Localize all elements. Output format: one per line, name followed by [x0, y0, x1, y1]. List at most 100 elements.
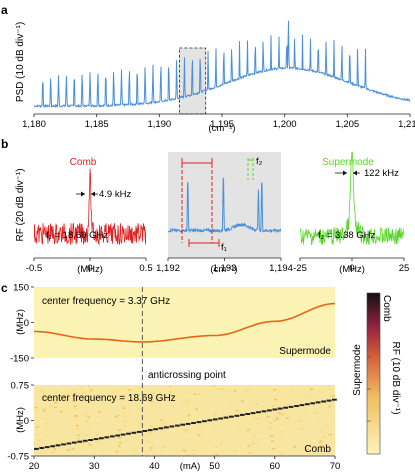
heatmap-cell: [163, 422, 167, 425]
comb-trace-segment: [93, 438, 99, 441]
heatmap-cell: [255, 403, 259, 405]
heatmap-cell: [75, 418, 79, 420]
heatmap-cell: [204, 401, 208, 403]
comb-trace-segment: [326, 399, 332, 402]
comb-trace-segment: [142, 430, 148, 432]
heatmap-cell: [97, 411, 101, 413]
comb-trace-segment: [283, 406, 288, 409]
comb-trace-segment: [223, 416, 229, 419]
heatmap-cell: [214, 446, 218, 448]
heatmap-cell: [286, 417, 289, 420]
panel-c: center frequency = 3.37 GHz Supermode 15…: [7, 283, 401, 473]
heatmap-cell: [261, 386, 265, 389]
heatmap-cell: [164, 452, 168, 454]
heatmap-cell: [247, 445, 251, 447]
heatmap-cell: [169, 391, 172, 393]
panel-b1-x-ticks: -0.5 0 0.5: [26, 258, 153, 274]
panel-b3-series-name: Supermode: [322, 157, 374, 168]
heatmap-cell: [212, 385, 216, 387]
comb-trace-segment: [212, 418, 218, 421]
comb-trace-segment: [153, 428, 158, 431]
heatmap-cell: [87, 416, 91, 419]
heatmap-cell: [44, 423, 47, 425]
comb-trace-segment: [185, 422, 191, 425]
heatmap-cell: [66, 449, 70, 451]
panel-c-bottom-trace: [34, 398, 337, 450]
heatmap-cell: [280, 433, 284, 435]
heatmap-cell: [185, 395, 189, 397]
heatmap-cell: [291, 391, 294, 393]
heatmap-cell: [215, 427, 219, 430]
heatmap-cell: [81, 451, 85, 453]
heatmap-cell: [198, 427, 202, 429]
comb-trace-segment: [169, 425, 175, 428]
y-tick-label: 150: [13, 283, 29, 294]
heatmap-cell: [148, 432, 152, 434]
heatmap-cell: [120, 405, 124, 408]
heatmap-cell: [73, 398, 77, 401]
heatmap-cell: [79, 387, 83, 389]
comb-trace-segment: [88, 439, 93, 441]
heatmap-cell: [273, 392, 276, 394]
heatmap-cell: [304, 409, 308, 412]
panel-a-spectrum-line: [34, 20, 410, 109]
heatmap-cell: [245, 431, 249, 433]
heatmap-cell: [163, 425, 167, 427]
x-tick-label: 30: [89, 461, 100, 472]
x-tick-label: 25: [399, 263, 410, 274]
heatmap-cell: [270, 440, 274, 442]
comb-trace-segment: [277, 407, 283, 410]
panel-b1-linewidth-label: 4.9 kHz: [99, 189, 131, 200]
heatmap-cell: [307, 394, 311, 396]
heatmap-cell: [324, 450, 328, 453]
heatmap-cell: [73, 405, 77, 407]
y-tick-label: -0.75: [7, 452, 29, 463]
heatmap-cell: [54, 401, 58, 404]
heatmap-cell: [176, 438, 180, 441]
comb-trace-segment: [332, 398, 337, 401]
heatmap-cell: [213, 413, 217, 415]
heatmap-cell: [59, 410, 63, 413]
comb-trace-segment: [55, 444, 61, 447]
panel-c-colorbar: [366, 292, 381, 455]
heatmap-cell: [42, 397, 46, 400]
heatmap-cell: [131, 407, 135, 409]
comb-trace-segment: [267, 409, 272, 412]
heatmap-cell: [280, 427, 284, 430]
heatmap-cell: [242, 398, 246, 401]
heatmap-cell: [154, 439, 158, 441]
comb-trace-segment: [180, 423, 186, 426]
heatmap-cell: [46, 407, 50, 409]
heatmap-cell: [137, 450, 141, 452]
panel-c-colorbar-side-label: Supermode: [352, 344, 363, 396]
heatmap-cell: [207, 411, 211, 413]
heatmap-cell: [123, 425, 127, 427]
heatmap-cell: [248, 414, 252, 416]
comb-trace-segment: [174, 424, 180, 427]
x-tick-label: -25: [293, 263, 307, 274]
heatmap-cell: [300, 427, 304, 429]
panel-b2: f₁ f₂ 1,192 1,193 1,194 (cm⁻¹): [156, 152, 293, 275]
x-tick-label: 0: [349, 263, 354, 274]
heatmap-cell: [245, 389, 249, 391]
x-tick-label: -0.5: [26, 263, 42, 274]
panel-c-bottom-y-ticks: 0.75 0 -0.75: [7, 381, 34, 463]
heatmap-cell: [168, 386, 172, 388]
heatmap-cell: [71, 385, 75, 388]
heatmap-cell: [85, 421, 89, 423]
heatmap-cell: [279, 452, 283, 455]
heatmap-cell: [120, 386, 123, 388]
comb-trace-segment: [77, 440, 83, 443]
heatmap-cell: [113, 403, 117, 406]
comb-trace-segment: [218, 417, 223, 420]
heatmap-cell: [247, 428, 251, 431]
heatmap-cell: [197, 439, 201, 441]
panel-c-anticrossing-label: anticrossing point: [148, 370, 226, 381]
heatmap-cell: [278, 412, 282, 414]
heatmap-cell: [182, 400, 186, 402]
panel-a-xlabel: (cm⁻¹): [208, 123, 235, 134]
heatmap-cell: [296, 430, 299, 432]
heatmap-cell: [270, 428, 274, 430]
heatmap-cell: [218, 409, 222, 411]
comb-trace-segment: [136, 430, 142, 433]
